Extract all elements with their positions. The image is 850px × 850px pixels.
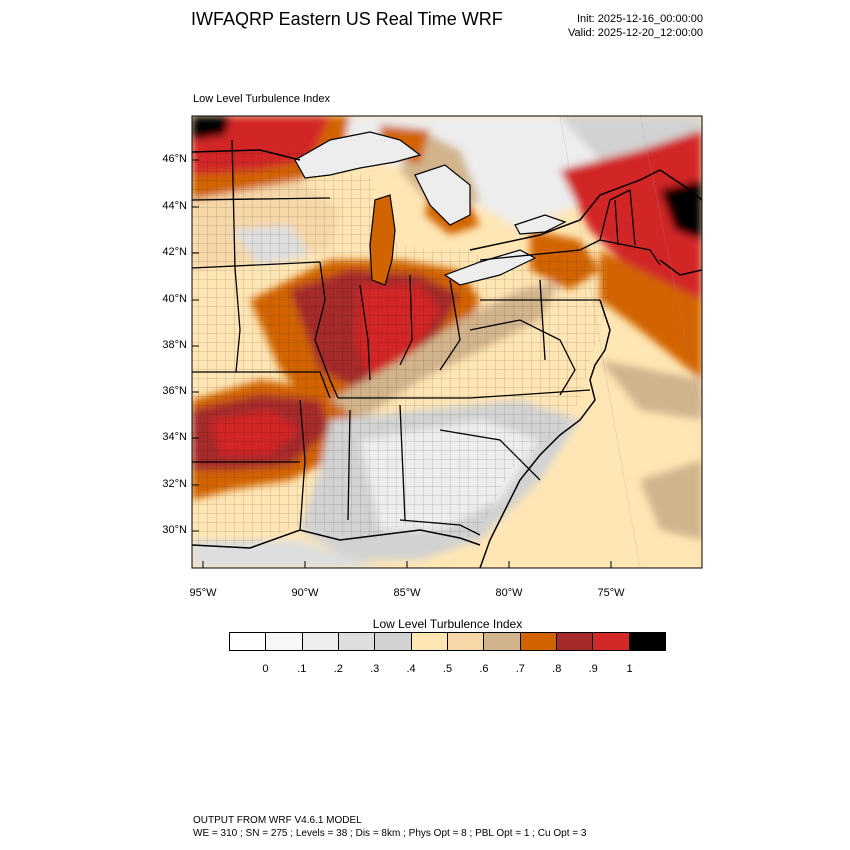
colorbar (229, 632, 666, 651)
colorbar-box (266, 633, 303, 650)
lon-label: 75°W (597, 587, 625, 599)
valid-time: Valid: 2025-12-20_12:00:00 (568, 27, 703, 39)
colorbar-box (230, 633, 267, 650)
colorbar-tick-label: .4 (406, 663, 416, 675)
lat-label: 46°N (162, 153, 187, 165)
great-lakes (294, 131, 567, 286)
map-plot-area (192, 116, 702, 568)
colorbar-box (338, 633, 376, 650)
lat-label: 44°N (162, 200, 187, 212)
colorbar-box (593, 633, 630, 650)
lat-label: 32°N (162, 478, 187, 490)
colorbar-tick-label: .6 (479, 663, 489, 675)
colorbar-tick-label: .1 (297, 663, 307, 675)
lat-label: 38°N (162, 339, 187, 351)
coastlines (192, 149, 702, 568)
lon-label: 95°W (189, 587, 217, 599)
colorbar-box (556, 633, 594, 650)
lon-label: 80°W (495, 587, 523, 599)
footer-config: WE = 310 ; SN = 275 ; Levels = 38 ; Dis … (193, 828, 587, 839)
footer-model: OUTPUT FROM WRF V4.6.1 MODEL (193, 815, 362, 826)
lat-ticks (192, 159, 199, 532)
state-boundaries (192, 139, 661, 536)
lat-label: 34°N (162, 431, 187, 443)
colorbar-box (629, 633, 665, 650)
lat-label: 36°N (162, 385, 187, 397)
lon-label: 90°W (291, 587, 319, 599)
colorbar-tick-label: 0 (262, 663, 269, 675)
lat-label: 40°N (162, 293, 187, 305)
colorbar-box (375, 633, 412, 650)
colorbar-title: Low Level Turbulence Index (372, 617, 523, 631)
colorbar-tick-label: .9 (588, 663, 598, 675)
init-time: Init: 2025-12-16_00:00:00 (577, 13, 703, 25)
colorbar-tick-label: .7 (515, 663, 525, 675)
page-title: IWFAQRP Eastern US Real Time WRF (191, 9, 503, 29)
map-frame (191, 115, 703, 569)
lon-label: 85°W (393, 587, 421, 599)
colorbar-box (484, 633, 521, 650)
lon-ticks (202, 561, 612, 568)
lat-lon-grid (559, 116, 702, 568)
colorbar-tick-label: .8 (552, 663, 562, 675)
colorbar-box (302, 633, 339, 650)
colorbar-tick-label: .3 (370, 663, 380, 675)
colorbar-tick-label: .5 (442, 663, 453, 675)
colorbar-tick-label: 1 (626, 663, 633, 675)
colorbar-box (520, 633, 557, 650)
lat-label: 42°N (162, 246, 187, 258)
colorbar-box (411, 633, 448, 650)
panel-label: Low Level Turbulence Index (193, 93, 330, 105)
colorbar-box (447, 633, 485, 650)
colorbar-tick-label: .2 (333, 663, 343, 675)
lat-label: 30°N (162, 524, 187, 536)
